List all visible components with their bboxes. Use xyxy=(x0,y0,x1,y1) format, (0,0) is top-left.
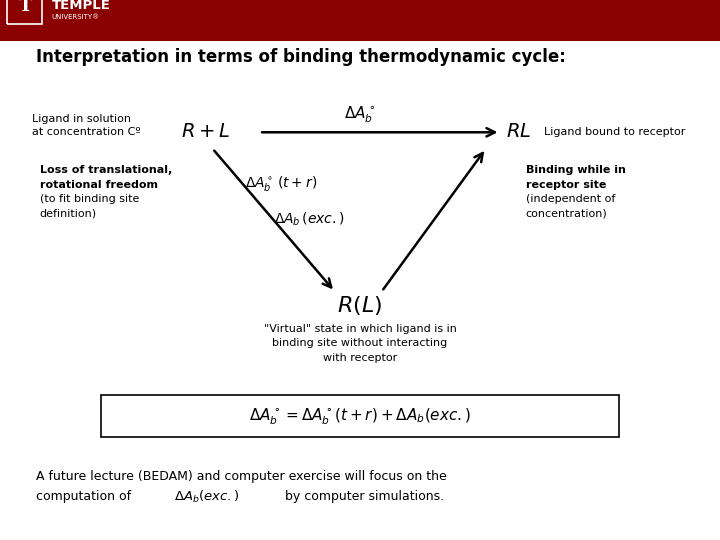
Text: $R(L)$: $R(L)$ xyxy=(338,294,382,316)
Text: Ligand bound to receptor: Ligand bound to receptor xyxy=(544,127,685,137)
Text: TEMPLE: TEMPLE xyxy=(52,0,111,12)
Text: "Virtual" state in which ligand is in
binding site without interacting
with rece: "Virtual" state in which ligand is in bi… xyxy=(264,324,456,363)
Text: $\Delta A_b^\circ\,(t+r)$: $\Delta A_b^\circ\,(t+r)$ xyxy=(245,174,317,193)
Text: Loss of translational,
rotational freedom: Loss of translational, rotational freedo… xyxy=(40,165,172,190)
Text: UNIVERSITY®: UNIVERSITY® xyxy=(52,14,100,21)
Text: $R + L$: $R + L$ xyxy=(181,123,230,141)
Text: $\Delta A_b^\circ$: $\Delta A_b^\circ$ xyxy=(344,105,376,125)
Text: Interpretation in terms of binding thermodynamic cycle:: Interpretation in terms of binding therm… xyxy=(36,48,566,66)
Text: (to fit binding site
definition): (to fit binding site definition) xyxy=(40,194,139,219)
Text: computation of: computation of xyxy=(36,490,135,503)
Text: $\Delta A_b(exc.)$: $\Delta A_b(exc.)$ xyxy=(174,489,240,505)
Text: at concentration Cº: at concentration Cº xyxy=(32,127,141,137)
Text: by computer simulations.: by computer simulations. xyxy=(281,490,444,503)
Text: Ligand in solution: Ligand in solution xyxy=(32,114,132,124)
Text: Binding while in
receptor site: Binding while in receptor site xyxy=(526,165,626,190)
Text: $\Delta A_b^\circ = \Delta A_b^\circ(t+r) + \Delta A_b(exc.)$: $\Delta A_b^\circ = \Delta A_b^\circ(t+r… xyxy=(249,406,471,427)
Text: $\Delta A_b\,(exc.)$: $\Delta A_b\,(exc.)$ xyxy=(274,211,345,228)
Text: T: T xyxy=(19,0,32,15)
Text: A future lecture (BEDAM) and computer exercise will focus on the: A future lecture (BEDAM) and computer ex… xyxy=(36,470,446,483)
FancyBboxPatch shape xyxy=(101,395,619,437)
FancyBboxPatch shape xyxy=(0,0,720,40)
Text: (independent of
concentration): (independent of concentration) xyxy=(526,194,615,219)
Text: $RL$: $RL$ xyxy=(505,123,531,141)
